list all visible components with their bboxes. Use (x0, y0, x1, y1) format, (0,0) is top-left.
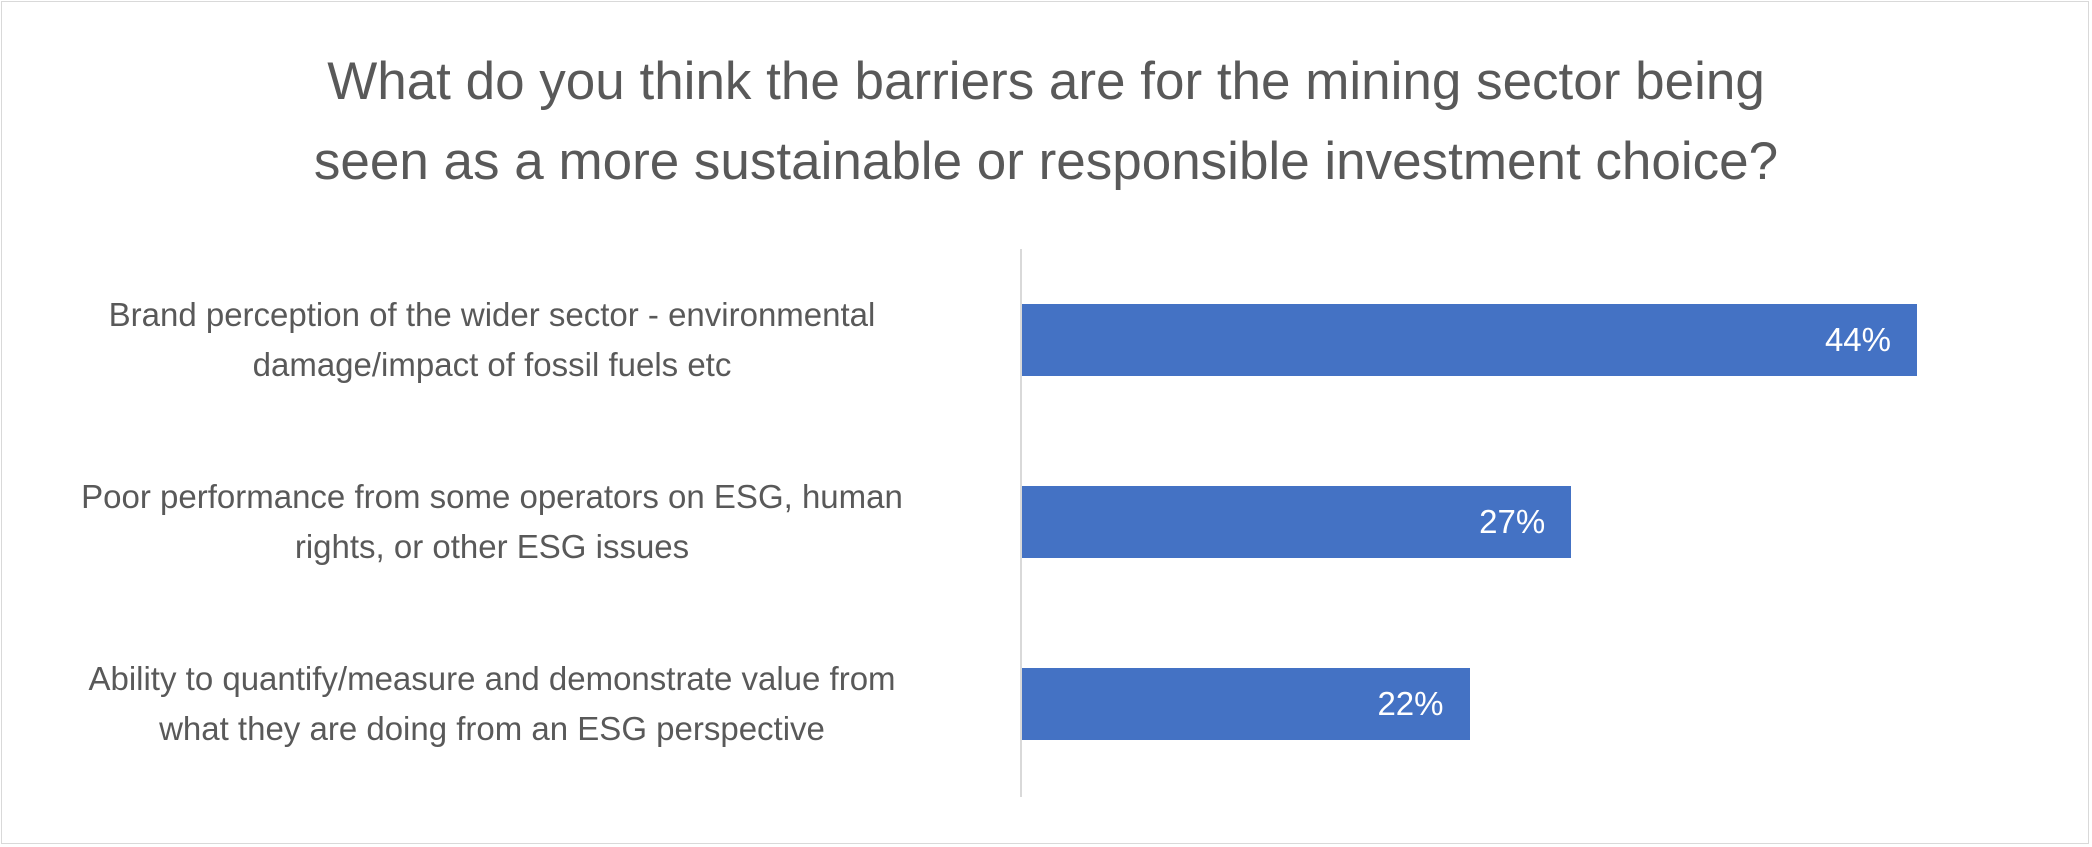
category-label: Brand perception of the wider sector - e… (2, 290, 982, 390)
chart-title: What do you think the barriers are for t… (0, 42, 2092, 202)
data-label: 44% (1824, 321, 1891, 358)
data-label: 22% (1377, 685, 1444, 722)
title-line-1: What do you think the barriers are for t… (327, 52, 1765, 111)
bar: 44% (1022, 304, 1917, 376)
data-label: 27% (1479, 503, 1546, 540)
bar: 27% (1022, 486, 1572, 558)
category-label-line: what they are doing from an ESG perspect… (159, 710, 825, 747)
category-label-line: Brand perception of the wider sector - e… (108, 296, 876, 333)
category-label-line: Poor performance from some operators on … (81, 478, 903, 515)
title-line-2: seen as a more sustainable or responsibl… (313, 132, 1779, 191)
bar: 22% (1022, 668, 1470, 740)
category-label-line: Ability to quantify/measure and demonstr… (88, 660, 896, 697)
category-label: Poor performance from some operators on … (2, 472, 982, 572)
category-label-line: damage/impact of fossil fuels etc (252, 346, 732, 383)
category-label: Ability to quantify/measure and demonstr… (2, 654, 982, 754)
category-label-line: rights, or other ESG issues (294, 528, 690, 565)
category-axis (1020, 249, 1022, 797)
